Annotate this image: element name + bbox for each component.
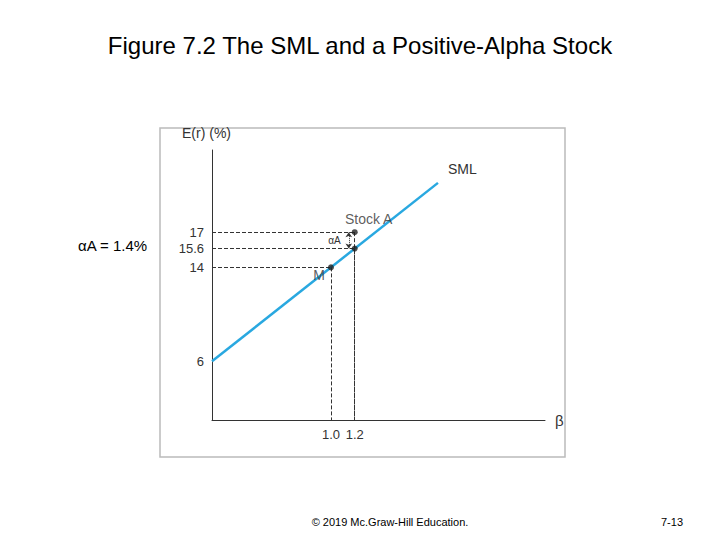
svg-text:E(r) (%): E(r) (%) <box>182 125 231 141</box>
svg-text:Stock A: Stock A <box>345 211 393 227</box>
svg-text:6: 6 <box>197 354 204 369</box>
svg-text:1.2: 1.2 <box>346 427 364 442</box>
svg-text:15.6: 15.6 <box>179 241 204 256</box>
svg-text:M: M <box>313 267 325 283</box>
svg-text:© 2019 Mc.Graw-Hill Education.: © 2019 Mc.Graw-Hill Education. <box>312 516 469 528</box>
svg-text:αA: αA <box>328 235 341 246</box>
svg-text:1.0: 1.0 <box>322 427 340 442</box>
svg-text:Figure 7.2 The SML and a Posit: Figure 7.2 The SML and a Positive-Alpha … <box>108 32 613 59</box>
svg-text:SML: SML <box>448 161 477 177</box>
svg-text:7-13: 7-13 <box>661 516 683 528</box>
svg-text:β: β <box>555 412 564 429</box>
svg-text:14: 14 <box>190 260 204 275</box>
svg-text:αA = 1.4%: αA = 1.4% <box>78 237 147 254</box>
svg-text:17: 17 <box>190 225 204 240</box>
